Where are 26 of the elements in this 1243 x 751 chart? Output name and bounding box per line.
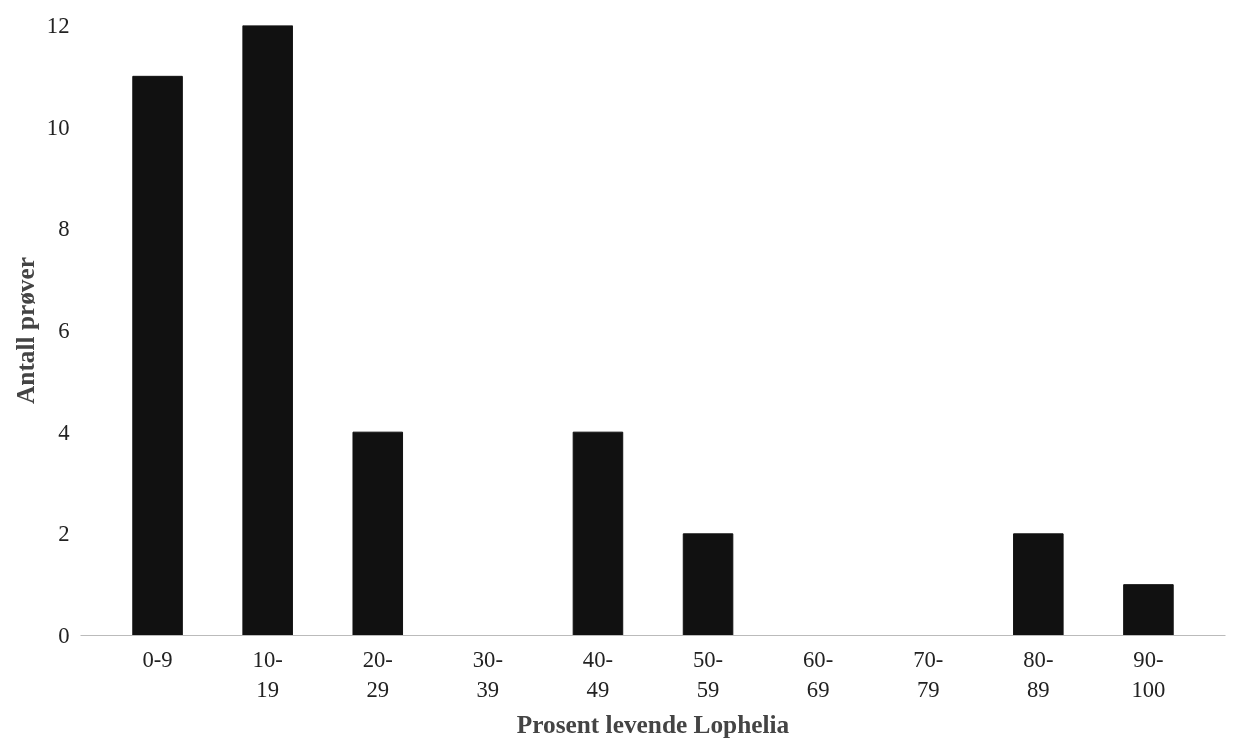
y-tick-label: 2 bbox=[58, 521, 70, 547]
x-tick-label: 10-19 bbox=[252, 646, 283, 702]
y-axis-title: Antall prøver bbox=[10, 256, 39, 405]
bar bbox=[1123, 584, 1174, 636]
y-tick-label: 4 bbox=[58, 419, 70, 445]
x-tick-label: 0-9 bbox=[142, 646, 173, 672]
x-tick-label: 80-89 bbox=[1023, 646, 1054, 702]
x-tick-label: 60-69 bbox=[803, 646, 834, 702]
bar bbox=[682, 533, 734, 636]
x-tick-label: 40-49 bbox=[582, 646, 614, 702]
y-tick-label: 10 bbox=[46, 114, 70, 140]
bar bbox=[1013, 533, 1064, 636]
bar bbox=[352, 431, 404, 636]
y-tick-label: 6 bbox=[58, 318, 70, 343]
bar bbox=[572, 431, 624, 636]
bar bbox=[132, 75, 183, 636]
x-tick-label: 90-100 bbox=[1131, 646, 1166, 702]
x-axis-title: Prosent levende Lophelia bbox=[516, 709, 790, 738]
x-tick-label: 50-59 bbox=[692, 646, 724, 702]
y-tick-label: 12 bbox=[46, 13, 70, 38]
x-tick-label: 20-29 bbox=[362, 646, 393, 702]
bar bbox=[242, 25, 293, 636]
x-tick-label: 70-79 bbox=[913, 646, 944, 702]
x-tick-label: 30-39 bbox=[472, 646, 503, 702]
y-tick-label: 0 bbox=[58, 623, 70, 648]
y-tick-label: 8 bbox=[58, 216, 70, 242]
